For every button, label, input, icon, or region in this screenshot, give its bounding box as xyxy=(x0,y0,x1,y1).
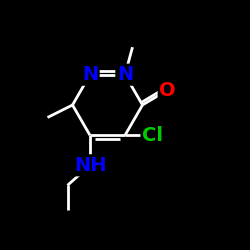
Text: N: N xyxy=(117,65,133,84)
Text: Cl: Cl xyxy=(142,126,163,145)
Text: O: O xyxy=(159,80,176,100)
Text: N: N xyxy=(82,65,98,84)
Text: NH: NH xyxy=(74,156,106,175)
